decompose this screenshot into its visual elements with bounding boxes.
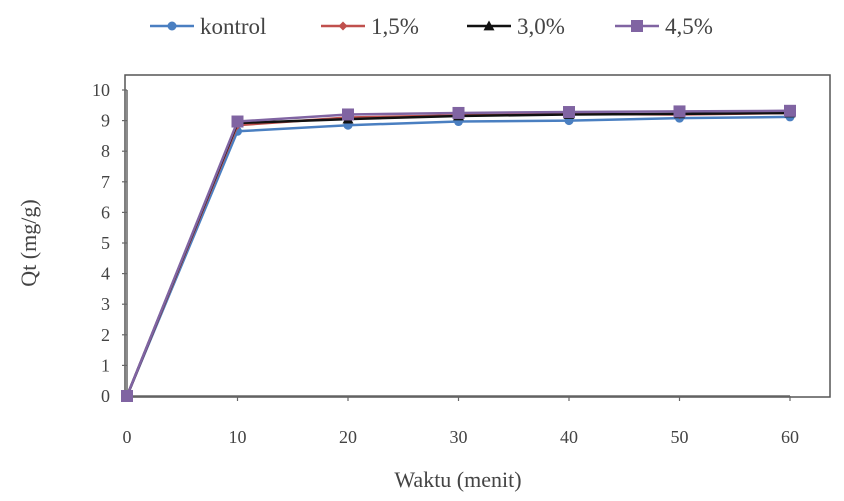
legend-label: kontrol [200,14,266,39]
data-point [231,115,244,128]
x-tick-label: 40 [560,427,578,447]
legend-label: 1,5% [371,14,419,39]
y-tick-label: 9 [101,111,110,131]
data-point [121,390,133,402]
legend-label: 4,5% [665,14,713,39]
y-tick-label: 6 [101,202,110,222]
series-square [121,104,796,402]
y-tick-label: 8 [101,141,110,161]
legend-marker [483,20,495,31]
y-tick-label: 2 [101,325,110,345]
legend: kontrol 1,5% 3,0% 4,5% [150,14,713,39]
y-tick-label: 4 [101,264,110,284]
x-tick-label: 50 [671,427,689,447]
legend-label: 3,0% [517,14,565,39]
series-group [121,104,796,402]
legend-marker [631,20,643,32]
legend-marker [167,21,177,31]
y-tick-label: 1 [101,355,110,375]
data-point [452,106,465,119]
y-tick-label: 0 [101,386,110,406]
x-tick-label: 10 [229,427,247,447]
data-point [673,105,686,118]
y-tick-label: 7 [101,172,110,192]
x-axis-label: Waktu (menit) [394,467,521,492]
x-tick-label: 30 [450,427,468,447]
x-tick-label: 0 [123,427,132,447]
data-point [342,108,354,121]
legend-marker [338,21,348,31]
y-axis-label: Qt (mg/g) [16,199,41,286]
y-tick-label: 3 [101,294,110,314]
data-point [784,104,796,117]
data-point [563,106,575,119]
y-axis-ticks: 0 1 2 3 4 5 6 7 8 9 10 [92,80,127,406]
plot-area [124,74,831,398]
x-axis-ticks: 0 10 20 30 40 50 60 [123,396,799,447]
x-tick-label: 60 [781,427,799,447]
y-tick-label: 5 [101,233,110,253]
x-tick-label: 20 [339,427,357,447]
y-tick-label: 10 [92,80,110,100]
